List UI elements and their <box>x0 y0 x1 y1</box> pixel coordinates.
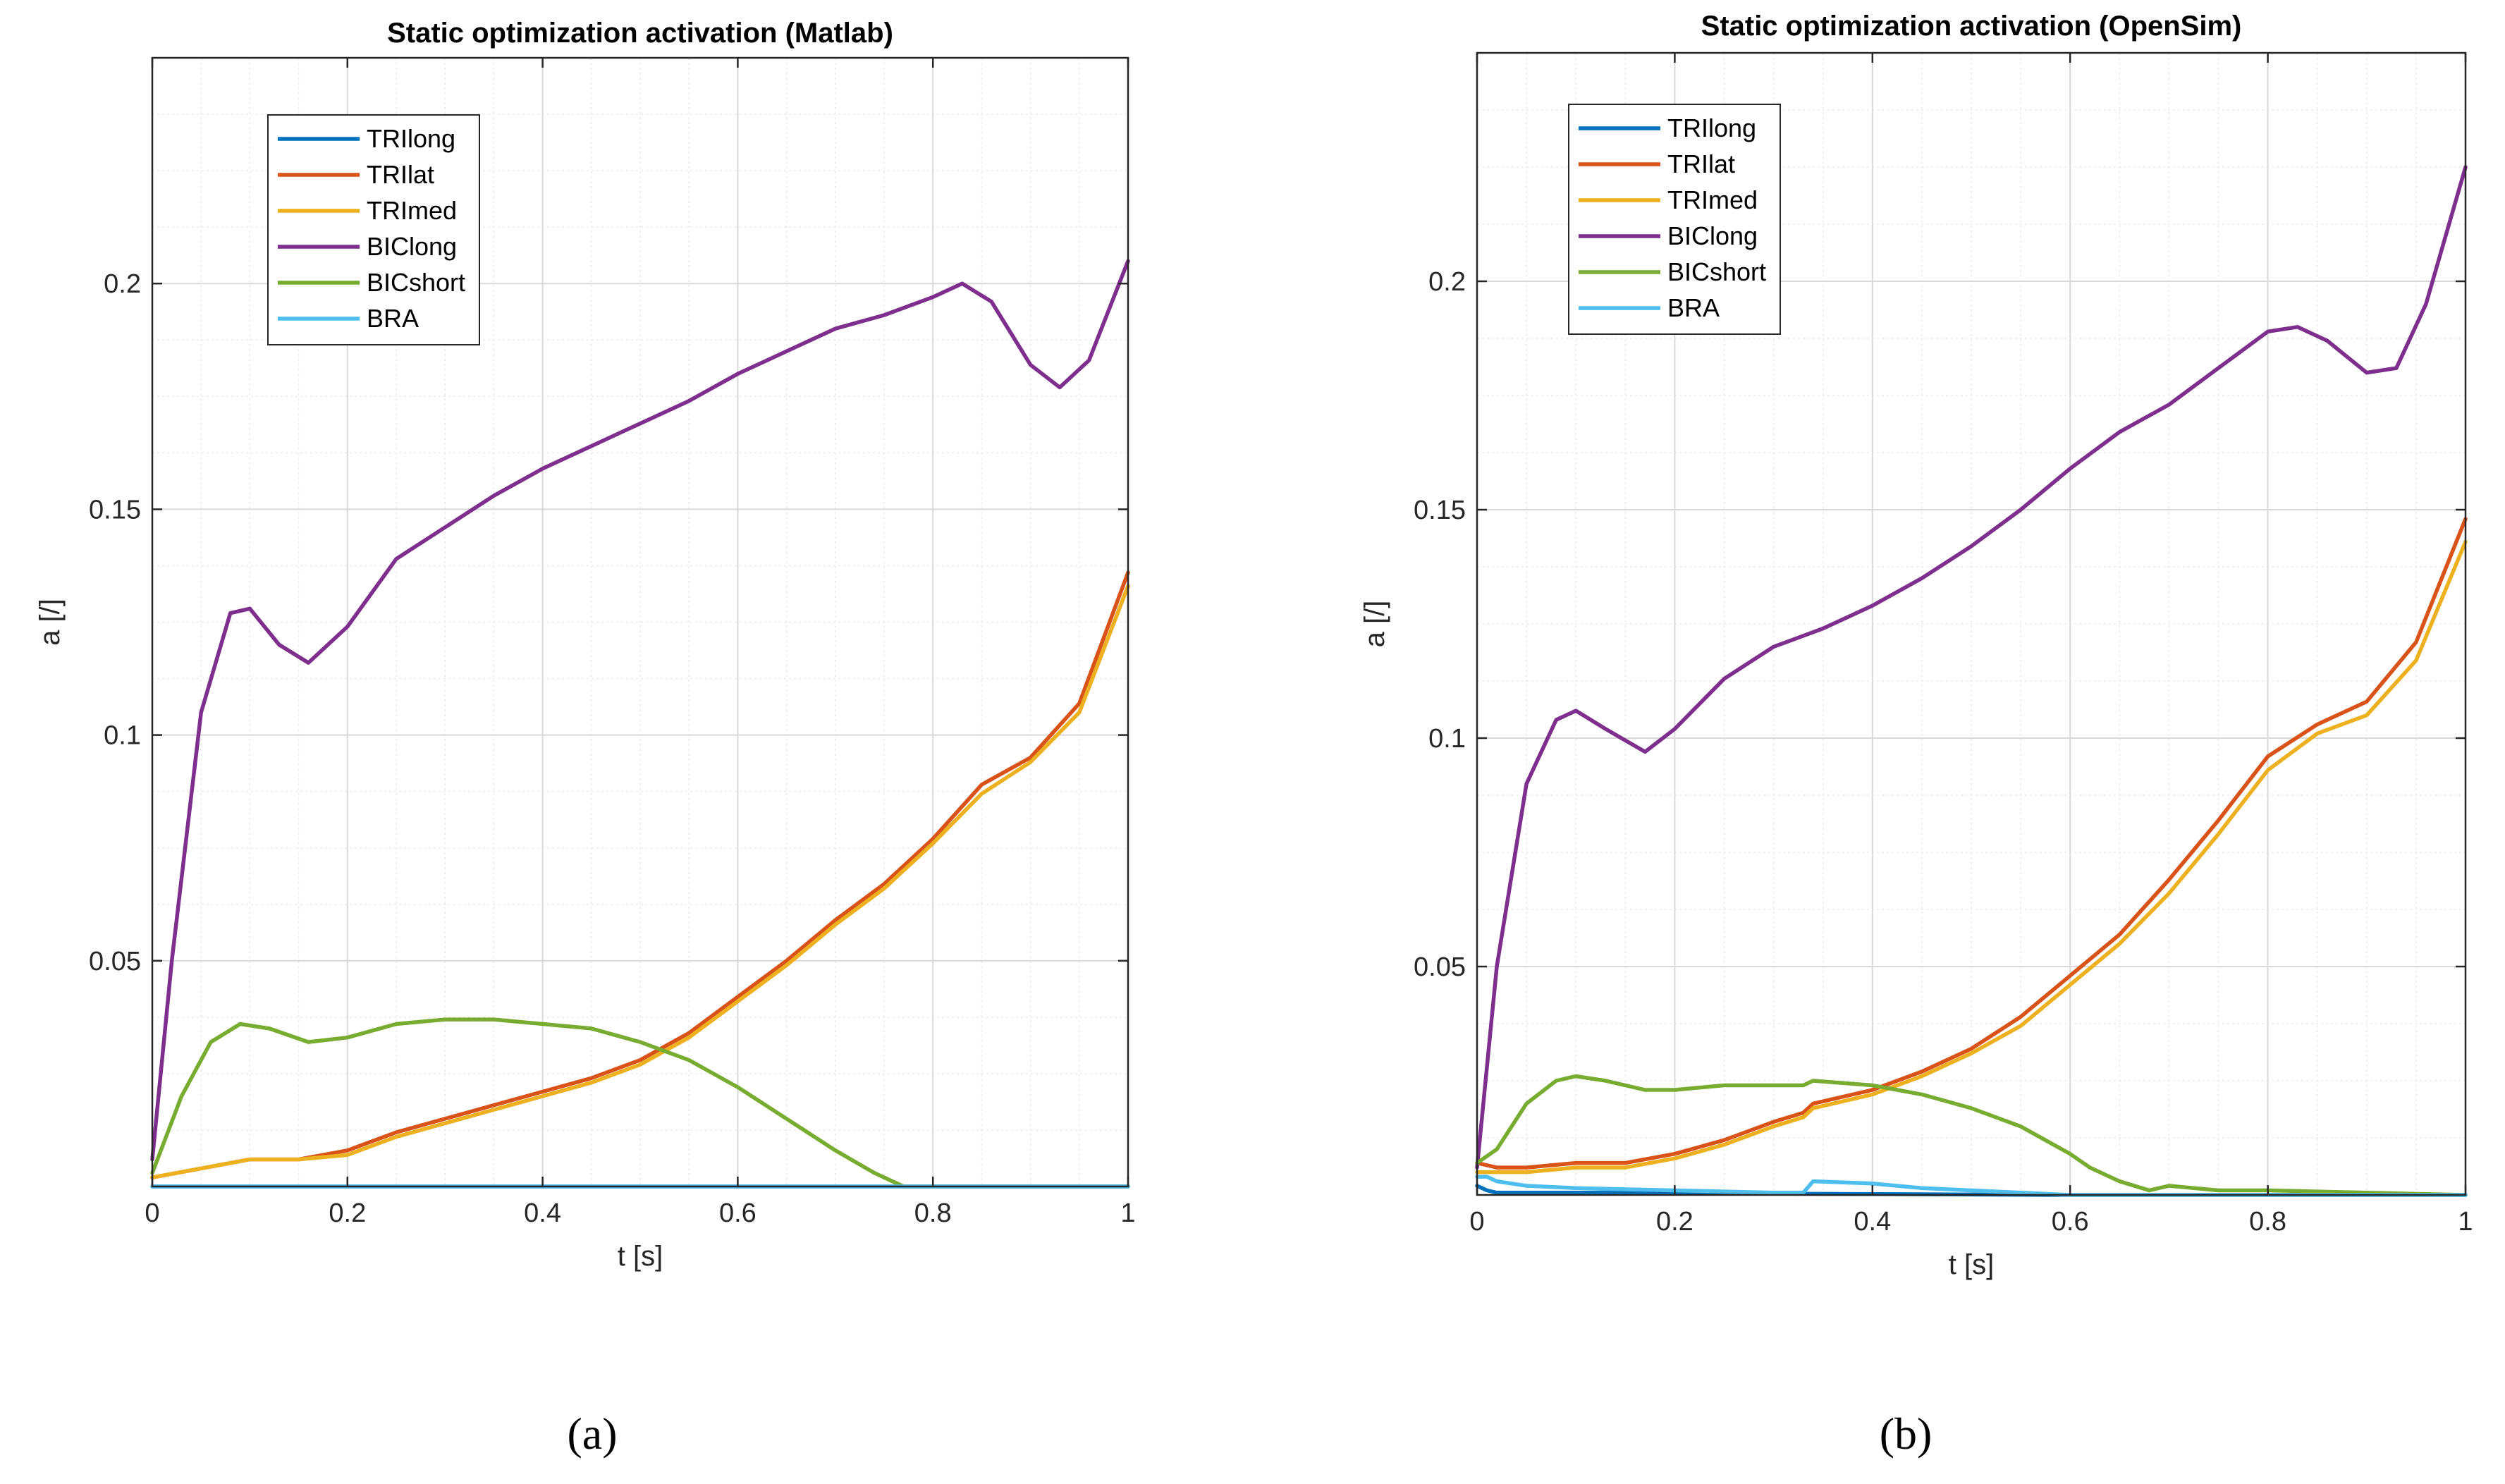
y-tick-label: 0.2 <box>104 269 141 299</box>
x-tick-label: 0.8 <box>914 1198 952 1228</box>
panel-caption: (b) <box>1880 1409 1933 1459</box>
legend-label-bicshort: BICshort <box>367 268 465 297</box>
x-tick-label: 0.6 <box>2052 1207 2089 1237</box>
series-line-biclong <box>1475 165 2468 1170</box>
chart-title: Static optimization activation (Matlab) <box>387 18 893 49</box>
legend-label-bicshort: BICshort <box>1667 257 1766 286</box>
x-axis-label: t [s] <box>1949 1249 1994 1280</box>
x-tick-label: 1 <box>2458 1207 2473 1237</box>
axes-box <box>1476 51 2467 1196</box>
legend-label-trilat: TRIlat <box>1667 149 1735 178</box>
series-line-bicshort <box>150 1017 1130 1189</box>
x-tick-label: 0.2 <box>329 1198 366 1228</box>
x-axis-label: t [s] <box>618 1241 663 1272</box>
series-line-trilat <box>1475 517 2468 1170</box>
x-tick-label: 0.8 <box>2249 1207 2286 1237</box>
legend-label-trimed: TRImed <box>1667 185 1758 214</box>
legend-label-trilat: TRIlat <box>367 160 434 189</box>
chart-opensim: 0 0.2 0.4 0.6 0.8 1 0.05 0.1 0.15 0.2 Static optim… <box>1359 11 2473 1459</box>
series-line-trimed <box>1475 539 2468 1175</box>
legend-label-trilong: TRIlong <box>367 124 455 153</box>
legend-label-trimed: TRImed <box>367 196 457 225</box>
legend: TRIlong TRIlat TRImed BIClong BICshort BRA <box>267 114 480 345</box>
legend: TRIlong TRIlat TRImed BIClong BICshort BRA <box>1568 104 1781 335</box>
y-tick-label: 0.2 <box>1428 267 1466 297</box>
legend-label-bra: BRA <box>1667 293 1720 322</box>
x-tick-label: 0.2 <box>1656 1207 1694 1237</box>
y-tick-label: 0.05 <box>89 947 141 976</box>
y-tick-label: 0.15 <box>1414 496 1466 525</box>
x-tick-label: 0.4 <box>524 1198 561 1228</box>
y-axis-label: a [/] <box>35 599 66 646</box>
x-tick-label: 1 <box>1120 1198 1135 1228</box>
panel-caption: (a) <box>567 1409 617 1459</box>
axes-box <box>151 56 1129 1188</box>
series-line-bicshort <box>1475 1074 2468 1197</box>
series-line-bra <box>1475 1175 2468 1197</box>
legend-label-trilong: TRIlong <box>1667 114 1756 142</box>
y-tick-label: 0.05 <box>1414 952 1466 982</box>
chart-matlab: 0 0.2 0.4 0.6 0.8 1 0.05 0.1 0.15 0.2 Static optim… <box>35 18 1136 1459</box>
x-tick-label: 0.4 <box>1854 1207 1891 1237</box>
legend-label-biclong: BIClong <box>367 232 457 261</box>
legend-box <box>1568 104 1781 335</box>
chart-title: Static optimization activation (OpenSim) <box>1701 11 2242 42</box>
series-line-trimed <box>150 584 1130 1179</box>
x-tick-label: 0.6 <box>719 1198 757 1228</box>
legend-label-bra: BRA <box>367 304 419 333</box>
legend-box <box>267 114 480 345</box>
legend-label-biclong: BIClong <box>1667 221 1758 250</box>
series-line-biclong <box>150 259 1130 1162</box>
y-tick-label: 0.1 <box>1428 724 1466 754</box>
x-tick-label: 0 <box>145 1198 159 1228</box>
y-tick-label: 0.1 <box>104 721 141 751</box>
y-tick-label: 0.15 <box>89 495 141 525</box>
x-tick-label: 0 <box>1469 1207 1484 1237</box>
y-axis-label: a [/] <box>1359 601 1390 648</box>
